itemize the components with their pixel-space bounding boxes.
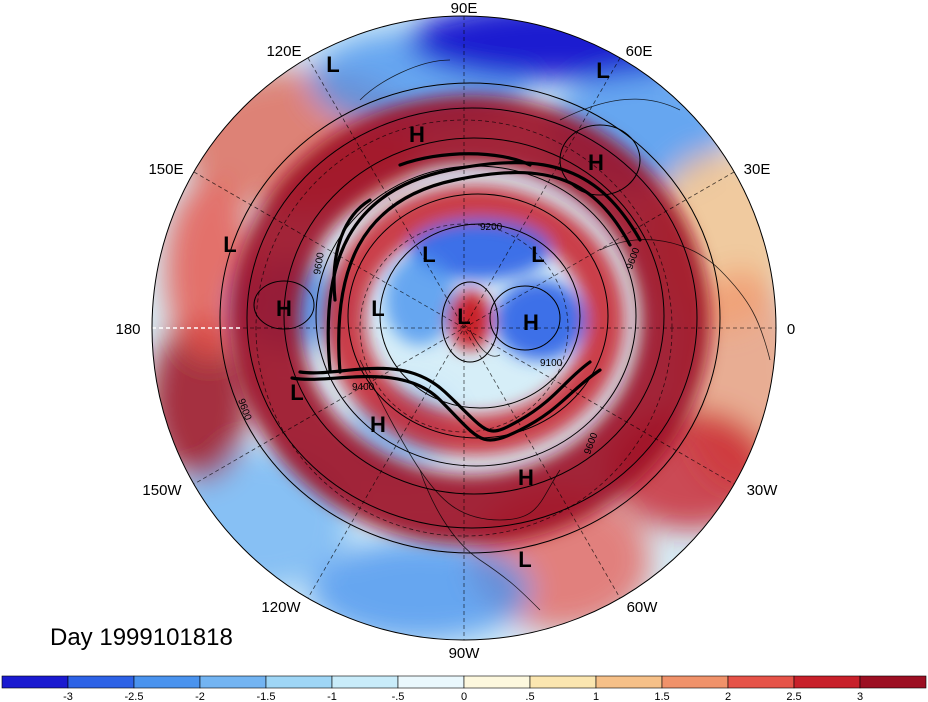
colorbar-swatch — [793, 675, 861, 689]
pressure-high-label: H — [518, 465, 534, 490]
longitude-labels: 90E 120E 60E 150E 30E 180 0 150W 30W 120… — [115, 0, 795, 662]
lon-label-90e: 90E — [451, 0, 478, 17]
colorbar-swatch — [1, 675, 69, 689]
lon-label-120e: 120E — [266, 43, 301, 60]
pressure-low-label: L — [457, 304, 470, 329]
pressure-low-label: L — [596, 58, 609, 83]
lon-label-120w: 120W — [261, 599, 301, 616]
height-contours — [219, 82, 721, 554]
pressure-high-label: H — [409, 122, 425, 147]
lon-label-180: 180 — [115, 321, 140, 338]
colorbar-tick-label: 1 — [593, 691, 599, 702]
contour-label: 9100 — [540, 358, 563, 369]
colorbar-tick-label: .5 — [525, 691, 534, 702]
lon-label-90w: 90W — [449, 645, 481, 662]
contour-label: 9400 — [352, 382, 375, 393]
lon-label-150e: 150E — [148, 161, 183, 178]
contour-label: 9600 — [312, 251, 327, 275]
contour-label: 9200 — [480, 222, 503, 233]
colorbar-swatch — [859, 675, 927, 689]
lon-label-30w: 30W — [747, 482, 779, 499]
colorbar-tick-label: 0 — [461, 691, 467, 702]
colorbar-swatch — [265, 675, 333, 689]
pressure-low-label: L — [531, 242, 544, 267]
colorbar-tick-label: -1.5 — [257, 691, 276, 702]
pressure-high-label: H — [276, 296, 292, 321]
colorbar-tick-label: -1 — [327, 691, 337, 702]
pressure-low-label: L — [422, 242, 435, 267]
colorbar-swatch — [397, 675, 465, 689]
colorbar-swatch — [331, 675, 399, 689]
colorbar-swatch — [529, 675, 597, 689]
anomaly-field — [152, 16, 776, 640]
lon-label-60w: 60W — [627, 599, 659, 616]
colorbar-tick-label: -3 — [63, 691, 73, 702]
pressure-low-label: L — [518, 547, 531, 572]
colorbar-tick-label: -.5 — [392, 691, 405, 702]
colorbar-swatch — [463, 675, 531, 689]
graticule — [152, 16, 776, 640]
coastlines — [359, 59, 771, 611]
colorbar-swatch — [133, 675, 201, 689]
lon-label-60e: 60E — [626, 43, 653, 60]
colorbar-tick-label: 2 — [725, 691, 731, 702]
pressure-high-label: H — [370, 412, 386, 437]
pressure-high-label: H — [588, 150, 604, 175]
pressure-systems: L L H H L H L L L L H L H H L — [223, 52, 609, 572]
pressure-low-label: L — [223, 232, 236, 257]
pressure-low-label: L — [371, 296, 384, 321]
colorbar-tick-label: -2.5 — [125, 691, 144, 702]
globe-boundary — [151, 15, 777, 641]
colorbar: -3 -2.5 -2 -1.5 -1 -.5 0 .5 1 1.5 2 2.5 3 — [1, 675, 927, 702]
lon-label-0: 0 — [787, 321, 795, 338]
pressure-high-label: H — [523, 310, 539, 335]
colorbar-tick-label: 1.5 — [654, 691, 669, 702]
colorbar-swatch — [727, 675, 795, 689]
colorbar-tick-label: -2 — [195, 691, 205, 702]
pressure-low-label: L — [290, 380, 303, 405]
colorbar-swatch — [67, 675, 135, 689]
colorbar-swatch — [595, 675, 663, 689]
colorbar-tick-label: 3 — [857, 691, 863, 702]
pressure-low-label: L — [326, 52, 339, 77]
colorbar-swatch — [661, 675, 729, 689]
colorbar-swatch — [199, 675, 267, 689]
lon-label-150w: 150W — [142, 482, 182, 499]
lon-label-30e: 30E — [744, 161, 771, 178]
day-label: Day 1999101818 — [50, 624, 233, 651]
colorbar-tick-label: 2.5 — [786, 691, 801, 702]
